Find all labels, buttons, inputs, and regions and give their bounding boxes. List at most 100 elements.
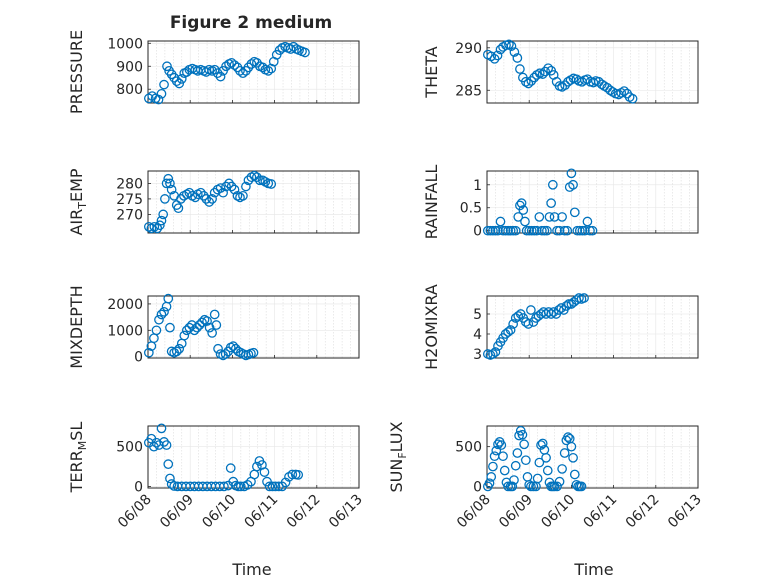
- data-point: [264, 481, 275, 492]
- data-point: [204, 197, 215, 207]
- data-point: [503, 225, 513, 236]
- y-tick-label: 0: [473, 224, 482, 240]
- data-point: [156, 88, 167, 99]
- data-point: [257, 175, 268, 186]
- data-point: [176, 338, 187, 349]
- terr-msl-axes: 0 500 06/08 06/09 06/10 06/11 06/12 06/13 TERRMS…: [67, 422, 366, 532]
- x-tick-label: 06/10: [199, 492, 239, 532]
- data-point: [194, 320, 205, 330]
- data-point: [215, 183, 226, 193]
- data-point: [605, 85, 616, 96]
- data-point: [293, 470, 304, 480]
- data-point: [153, 94, 164, 105]
- x-tick-label: 06/11: [581, 492, 621, 532]
- data-point: [516, 198, 527, 208]
- data-point: [158, 209, 169, 220]
- y-tick-label: 1000: [107, 323, 143, 339]
- data-point: [559, 225, 570, 236]
- x-tick-label: 06/13: [665, 492, 705, 532]
- data-point: [552, 481, 562, 492]
- data-point: [563, 76, 573, 87]
- data-point: [159, 437, 169, 447]
- y-tick-label: 0: [134, 479, 143, 495]
- data-point: [235, 481, 246, 492]
- y-axis-label: AIRTEMP: [67, 168, 89, 235]
- data-point: [520, 455, 531, 466]
- y-axis-label: RAINFALL: [422, 165, 441, 240]
- data-point: [197, 317, 207, 328]
- data-point: [523, 319, 534, 329]
- x-tick-label: 06/10: [538, 492, 578, 532]
- data-point: [156, 309, 167, 320]
- data-point: [224, 178, 234, 189]
- x-axis-label-right: Time: [573, 560, 613, 579]
- data-point: [508, 225, 519, 236]
- data-point: [151, 325, 162, 336]
- data-point: [226, 57, 237, 68]
- data-point: [254, 175, 265, 186]
- data-point: [580, 225, 590, 236]
- y-tick-label: 4: [473, 327, 482, 343]
- data-point: [266, 63, 277, 74]
- data-point: [523, 78, 534, 89]
- data-point: [207, 194, 217, 204]
- data-point: [534, 457, 545, 468]
- data-point: [192, 322, 202, 333]
- data-point: [518, 205, 529, 215]
- data-point: [162, 61, 172, 72]
- x-tick-label: 06/09: [496, 492, 536, 532]
- y-tick-label: 0.5: [460, 201, 482, 217]
- data-point: [534, 212, 545, 222]
- data-point: [489, 451, 500, 462]
- y-axis-label: MIXDEPTH: [67, 285, 86, 368]
- data-point: [209, 309, 220, 320]
- data-point: [561, 301, 572, 311]
- data-point: [548, 307, 559, 317]
- x-tick-label: 06/09: [157, 492, 197, 532]
- data-point: [492, 50, 503, 61]
- data-point: [143, 347, 154, 358]
- data-point: [526, 76, 537, 86]
- data-point: [149, 333, 159, 344]
- data-point: [189, 325, 200, 336]
- data-point: [166, 479, 177, 489]
- axes-frame: [147, 40, 360, 104]
- data-point: [151, 437, 162, 448]
- data-point: [225, 463, 236, 473]
- data-point: [499, 465, 510, 476]
- data-point: [520, 317, 531, 327]
- data-point: [498, 451, 508, 462]
- data-point: [560, 80, 570, 91]
- pressure-axes: 800 900 1000 PRESSURE: [67, 30, 360, 114]
- data-point: [554, 476, 565, 487]
- data-point: [503, 481, 513, 492]
- data-point: [524, 225, 535, 236]
- data-point: [165, 473, 175, 484]
- data-point: [552, 225, 562, 236]
- data-point: [559, 448, 570, 458]
- data-point: [266, 179, 277, 189]
- y-tick-label: 500: [116, 440, 143, 456]
- data-point: [198, 190, 209, 201]
- axes-frame: [147, 295, 360, 359]
- data-point: [557, 464, 567, 474]
- data-point: [526, 225, 537, 236]
- data-point: [181, 325, 192, 336]
- data-point: [165, 178, 175, 189]
- data-point: [160, 194, 170, 204]
- data-point: [207, 328, 217, 338]
- data-point: [513, 311, 524, 321]
- data-point: [213, 343, 223, 354]
- axes-frame: [486, 425, 699, 489]
- data-point: [159, 306, 169, 317]
- data-point: [159, 79, 169, 90]
- axes-frame: [486, 40, 699, 104]
- data-point: [566, 168, 577, 179]
- figure-title: Figure 2 medium: [170, 13, 332, 33]
- x-tick-label: 06/08: [454, 492, 494, 532]
- data-point: [221, 181, 231, 192]
- data-point: [553, 305, 564, 315]
- data-point: [574, 225, 585, 236]
